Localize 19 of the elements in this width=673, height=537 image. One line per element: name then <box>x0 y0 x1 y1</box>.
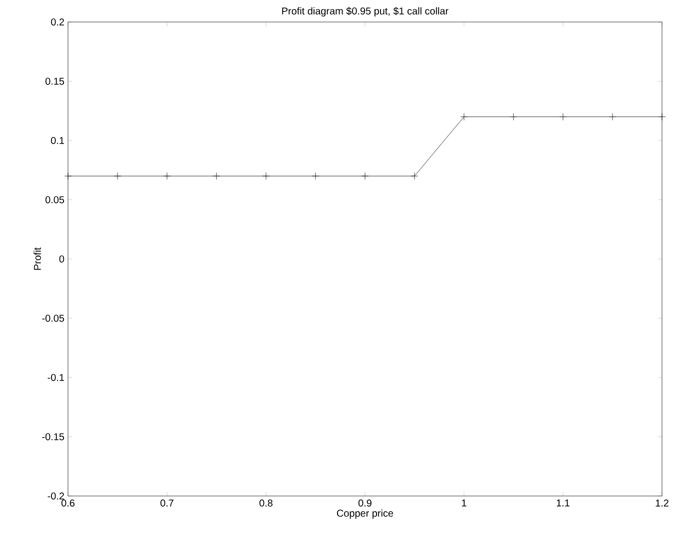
y-tick-label: 0.2 <box>51 18 64 26</box>
x-tick-label: 0.7 <box>160 500 174 507</box>
x-tick-label: 1.1 <box>556 500 570 506</box>
x-tick-label: 0.8 <box>259 500 272 507</box>
y-tick-label: -0.15 <box>42 433 64 440</box>
y-tick-label: 0.1 <box>51 136 64 144</box>
x-tick-label: 1.2 <box>656 500 668 506</box>
x-tick-label: 0.9 <box>358 500 372 507</box>
x-axis-title: Copper price <box>336 509 394 519</box>
chart-title: Profit diagram $0.95 put, $1 call collar <box>282 7 448 16</box>
y-axis-title: Profit <box>34 247 41 270</box>
x-tick-label: 0.6 <box>61 500 74 507</box>
x-tick-label: 1 <box>462 500 466 506</box>
y-tick-label: 0 <box>59 255 64 263</box>
y-tick-label: 0.05 <box>45 196 64 204</box>
y-tick-label: -0.05 <box>42 314 64 322</box>
y-tick-label: -0.1 <box>48 374 64 382</box>
y-tick-label: 0.15 <box>45 78 64 85</box>
y-tick-label: -0.2 <box>48 492 64 500</box>
